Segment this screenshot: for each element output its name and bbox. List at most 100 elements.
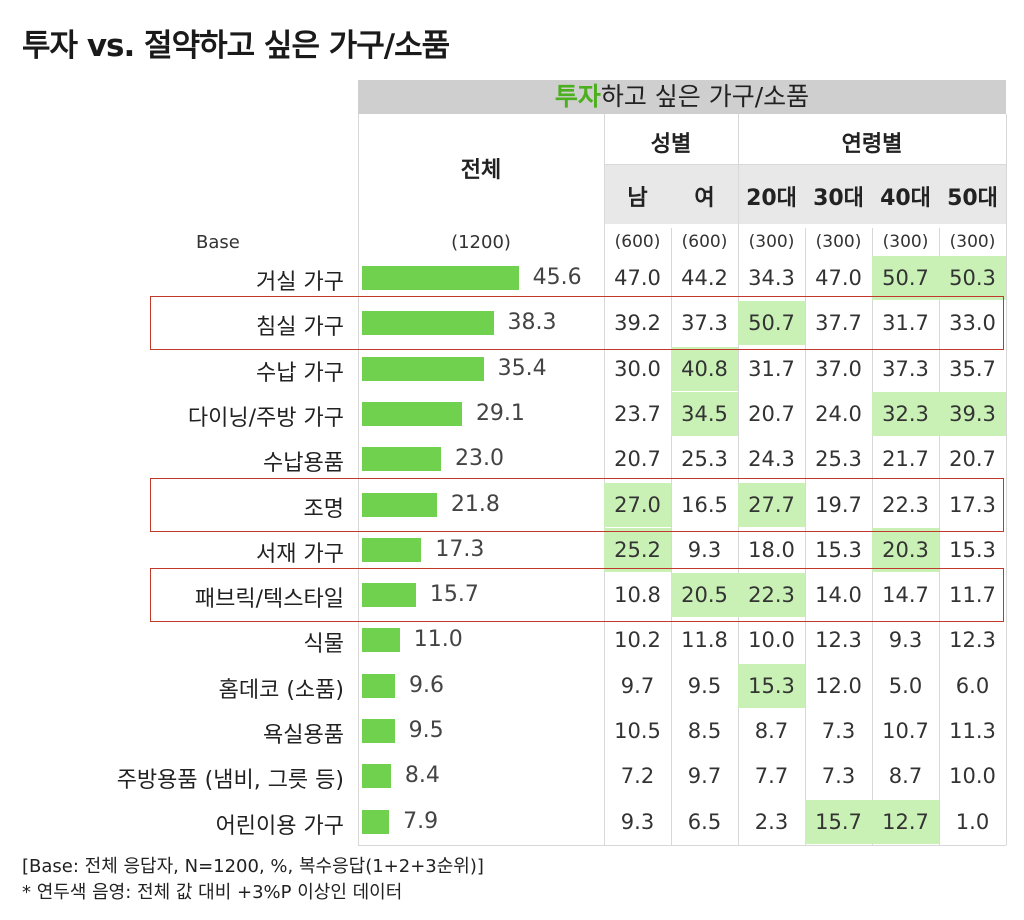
bar-value-label: 17.3: [435, 536, 485, 562]
highlight-box: [150, 296, 1004, 351]
table-cell: 20.7: [949, 447, 996, 472]
banner-rest: 하고 싶은 가구/소품: [600, 82, 810, 111]
table-cell: 37.3: [882, 356, 929, 381]
bar: [362, 492, 437, 517]
table-cell: 12.3: [815, 628, 862, 653]
category-label: 서재 가구: [256, 541, 344, 567]
table-cell: 10.8: [614, 583, 661, 608]
table-cell: 7.3: [821, 764, 856, 789]
category-label: 다이닝/주방 가구: [187, 405, 344, 431]
table-cell: 11.7: [949, 583, 996, 608]
table-cell: 9.3: [620, 809, 655, 834]
grid-vline: [358, 114, 359, 845]
table-cell: 34.3: [748, 266, 795, 290]
category-label: 식물: [303, 632, 344, 658]
table-cell: 37.0: [815, 356, 862, 381]
table-cell: 25.2: [604, 527, 671, 572]
grid-vline: [738, 114, 739, 845]
column-header-40s: 40대: [880, 186, 931, 211]
table-cell: 27.0: [604, 482, 671, 527]
table-cell: 30.0: [614, 356, 661, 381]
table-cell: 31.7: [748, 356, 795, 381]
column-header-male: 남: [627, 186, 648, 211]
table-cell: 14.0: [815, 583, 862, 608]
highlight-box: [150, 477, 1004, 532]
table-cell: 9.3: [888, 628, 923, 653]
table-cell: 35.7: [949, 356, 996, 381]
table-cell: 10.2: [614, 628, 661, 653]
bar: [362, 809, 390, 834]
base-total: (1200): [451, 232, 511, 253]
table-cell: 22.3: [882, 492, 929, 517]
table-cell: 8.7: [754, 719, 789, 743]
table-cell: 39.2: [614, 311, 661, 336]
table-cell: 5.0: [888, 673, 923, 698]
table-cell: 39.3: [939, 391, 1006, 436]
table-cell: 15.3: [738, 663, 805, 708]
table-cell: 31.7: [882, 311, 929, 336]
grid-hline: [358, 844, 1006, 846]
table-cell: 6.5: [687, 809, 722, 834]
table-cell: 10.5: [614, 719, 661, 743]
table-cell: 16.5: [681, 492, 728, 517]
grid-vline: [939, 228, 940, 845]
category-label: 홈데코 (소품): [218, 677, 344, 703]
header-age: 연령별: [841, 132, 903, 157]
table-cell: 8.5: [687, 719, 722, 743]
table-cell: 40.8: [671, 346, 738, 391]
table-cell: 15.3: [815, 537, 862, 562]
table-cell: 11.8: [681, 628, 728, 653]
table-cell: 24.0: [815, 401, 862, 426]
table-cell: 37.7: [815, 311, 862, 336]
bar: [362, 583, 416, 608]
base-cell: (300): [815, 232, 862, 252]
grid-vline: [671, 228, 672, 845]
grid-hline: [604, 164, 1006, 165]
table-cell: 12.0: [815, 673, 862, 698]
bar-value-label: 9.6: [408, 672, 444, 698]
table-cell: 24.3: [748, 447, 795, 472]
banner-highlight: 투자: [554, 82, 601, 111]
header-total: 전체: [460, 158, 502, 183]
table-cell: 1.0: [955, 809, 990, 834]
table-cell: 10.0: [748, 628, 795, 653]
table-cell: 7.7: [754, 764, 789, 789]
category-label: 욕실용품: [263, 723, 344, 748]
table-cell: 11.3: [949, 719, 996, 743]
bar-value-label: 8.4: [404, 763, 440, 789]
bar-value-label: 29.1: [475, 400, 525, 426]
bar-value-label: 7.9: [403, 808, 439, 834]
column-header-female: 여: [694, 186, 715, 211]
subheader-background: [604, 164, 1006, 224]
category-label: 거실 가구: [256, 270, 344, 295]
table-cell: 14.7: [882, 583, 929, 608]
grid-vline: [604, 114, 605, 845]
table-cell: 18.0: [748, 537, 795, 562]
bar: [362, 764, 391, 789]
table-cell: 8.7: [888, 764, 923, 789]
bar: [362, 719, 395, 743]
category-label: 수납용품: [263, 451, 344, 477]
table-cell: 20.7: [748, 401, 795, 426]
category-label: 수납 가구: [256, 360, 344, 386]
bar-value-label: 11.0: [413, 627, 463, 653]
table-cell: 12.7: [872, 799, 939, 844]
table-cell: 22.3: [738, 573, 805, 618]
bar: [362, 673, 395, 698]
bar-value-label: 9.5: [408, 718, 444, 743]
table-cell: 7.3: [821, 719, 856, 743]
footnote-base: [Base: 전체 응답자, N=1200, %, 복수응답(1+2+3순위)]: [22, 856, 484, 877]
bar: [362, 537, 422, 562]
base-label: Base: [196, 232, 240, 253]
table-cell: 10.7: [882, 719, 929, 743]
bar: [362, 311, 494, 336]
table-cell: 7.2: [620, 764, 655, 789]
table-cell: 25.3: [815, 447, 862, 472]
table-cell: 32.3: [872, 391, 939, 436]
bar: [362, 628, 400, 653]
base-cell: (600): [614, 232, 661, 252]
bar: [362, 401, 462, 426]
table-cell: 10.0: [949, 764, 996, 789]
table-cell: 50.7: [872, 256, 939, 300]
bar-value-label: 45.6: [532, 265, 582, 290]
